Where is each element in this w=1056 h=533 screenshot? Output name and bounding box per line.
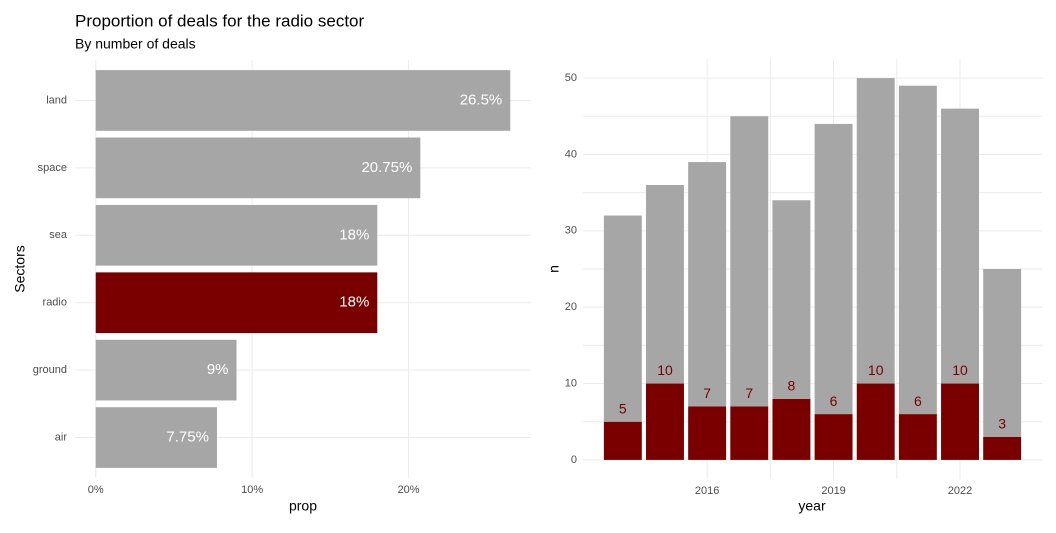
y-tick-label: 30 (565, 225, 577, 237)
bar-segment (983, 269, 1022, 437)
x-axis-label: year (798, 498, 826, 514)
bar-segment (983, 437, 1022, 460)
bar-segment (646, 185, 684, 384)
y-tick-label: space (38, 162, 67, 174)
value-label: 7 (703, 385, 711, 401)
value-label: 9% (207, 361, 229, 378)
chart-subtitle: By number of deals (75, 36, 196, 52)
value-label: 3 (998, 416, 1006, 432)
y-tick-label: radio (43, 297, 67, 309)
bar-segment (814, 123, 853, 415)
x-tick-label: 2016 (695, 485, 719, 497)
bar-segment (688, 162, 727, 407)
y-tick-label: 20 (565, 301, 577, 313)
value-label: 10 (657, 362, 673, 378)
bar-segment (646, 383, 684, 460)
y-tick-label: air (55, 431, 68, 443)
value-label: 10 (868, 362, 884, 378)
value-label: 10 (952, 362, 968, 378)
bar (95, 137, 421, 199)
bar-segment (688, 406, 727, 460)
x-axis-label: prop (289, 498, 317, 514)
y-tick-label: 50 (565, 72, 577, 84)
bar-segment (730, 116, 769, 407)
y-tick-label: 40 (565, 148, 577, 160)
value-label: 18% (339, 294, 369, 311)
bar (95, 204, 378, 266)
value-label: 7 (745, 385, 753, 401)
value-label: 8 (788, 378, 796, 394)
bar (95, 272, 378, 334)
bar (95, 339, 237, 401)
y-tick-label: ground (33, 364, 67, 376)
bar-segment (898, 85, 937, 415)
bar-segment (941, 108, 979, 384)
value-label: 26.5% (460, 91, 503, 108)
y-tick-label: 0 (571, 454, 577, 466)
value-label: 20.75% (361, 159, 412, 176)
chart-title: Proportion of deals for the radio sector (75, 11, 364, 30)
bar-segment (856, 383, 895, 460)
x-tick-label: 0% (88, 484, 104, 496)
value-label: 6 (914, 393, 922, 409)
bar-segment (856, 78, 895, 384)
bar-segment (772, 200, 811, 399)
bar-segment (603, 215, 642, 422)
y-axis-label: n (546, 265, 562, 273)
value-label: 5 (619, 400, 627, 416)
value-label: 18% (339, 226, 369, 243)
value-label: 7.75% (166, 429, 209, 446)
y-tick-label: land (46, 94, 67, 106)
y-axis-label: Sectors (12, 245, 28, 292)
value-label: 6 (830, 393, 838, 409)
y-tick-label: sea (49, 229, 68, 241)
y-tick-label: 10 (565, 377, 577, 389)
bar-segment (730, 406, 769, 460)
bar-segment (941, 383, 979, 460)
x-tick-label: 10% (241, 484, 263, 496)
x-tick-label: 20% (398, 484, 420, 496)
bar-segment (603, 421, 642, 460)
x-tick-label: 2019 (821, 485, 845, 497)
bar-segment (814, 414, 853, 460)
bar-segment (898, 414, 937, 460)
bar (95, 70, 511, 131)
bar (95, 407, 217, 468)
x-tick-label: 2022 (948, 485, 972, 497)
bar-segment (772, 398, 811, 460)
